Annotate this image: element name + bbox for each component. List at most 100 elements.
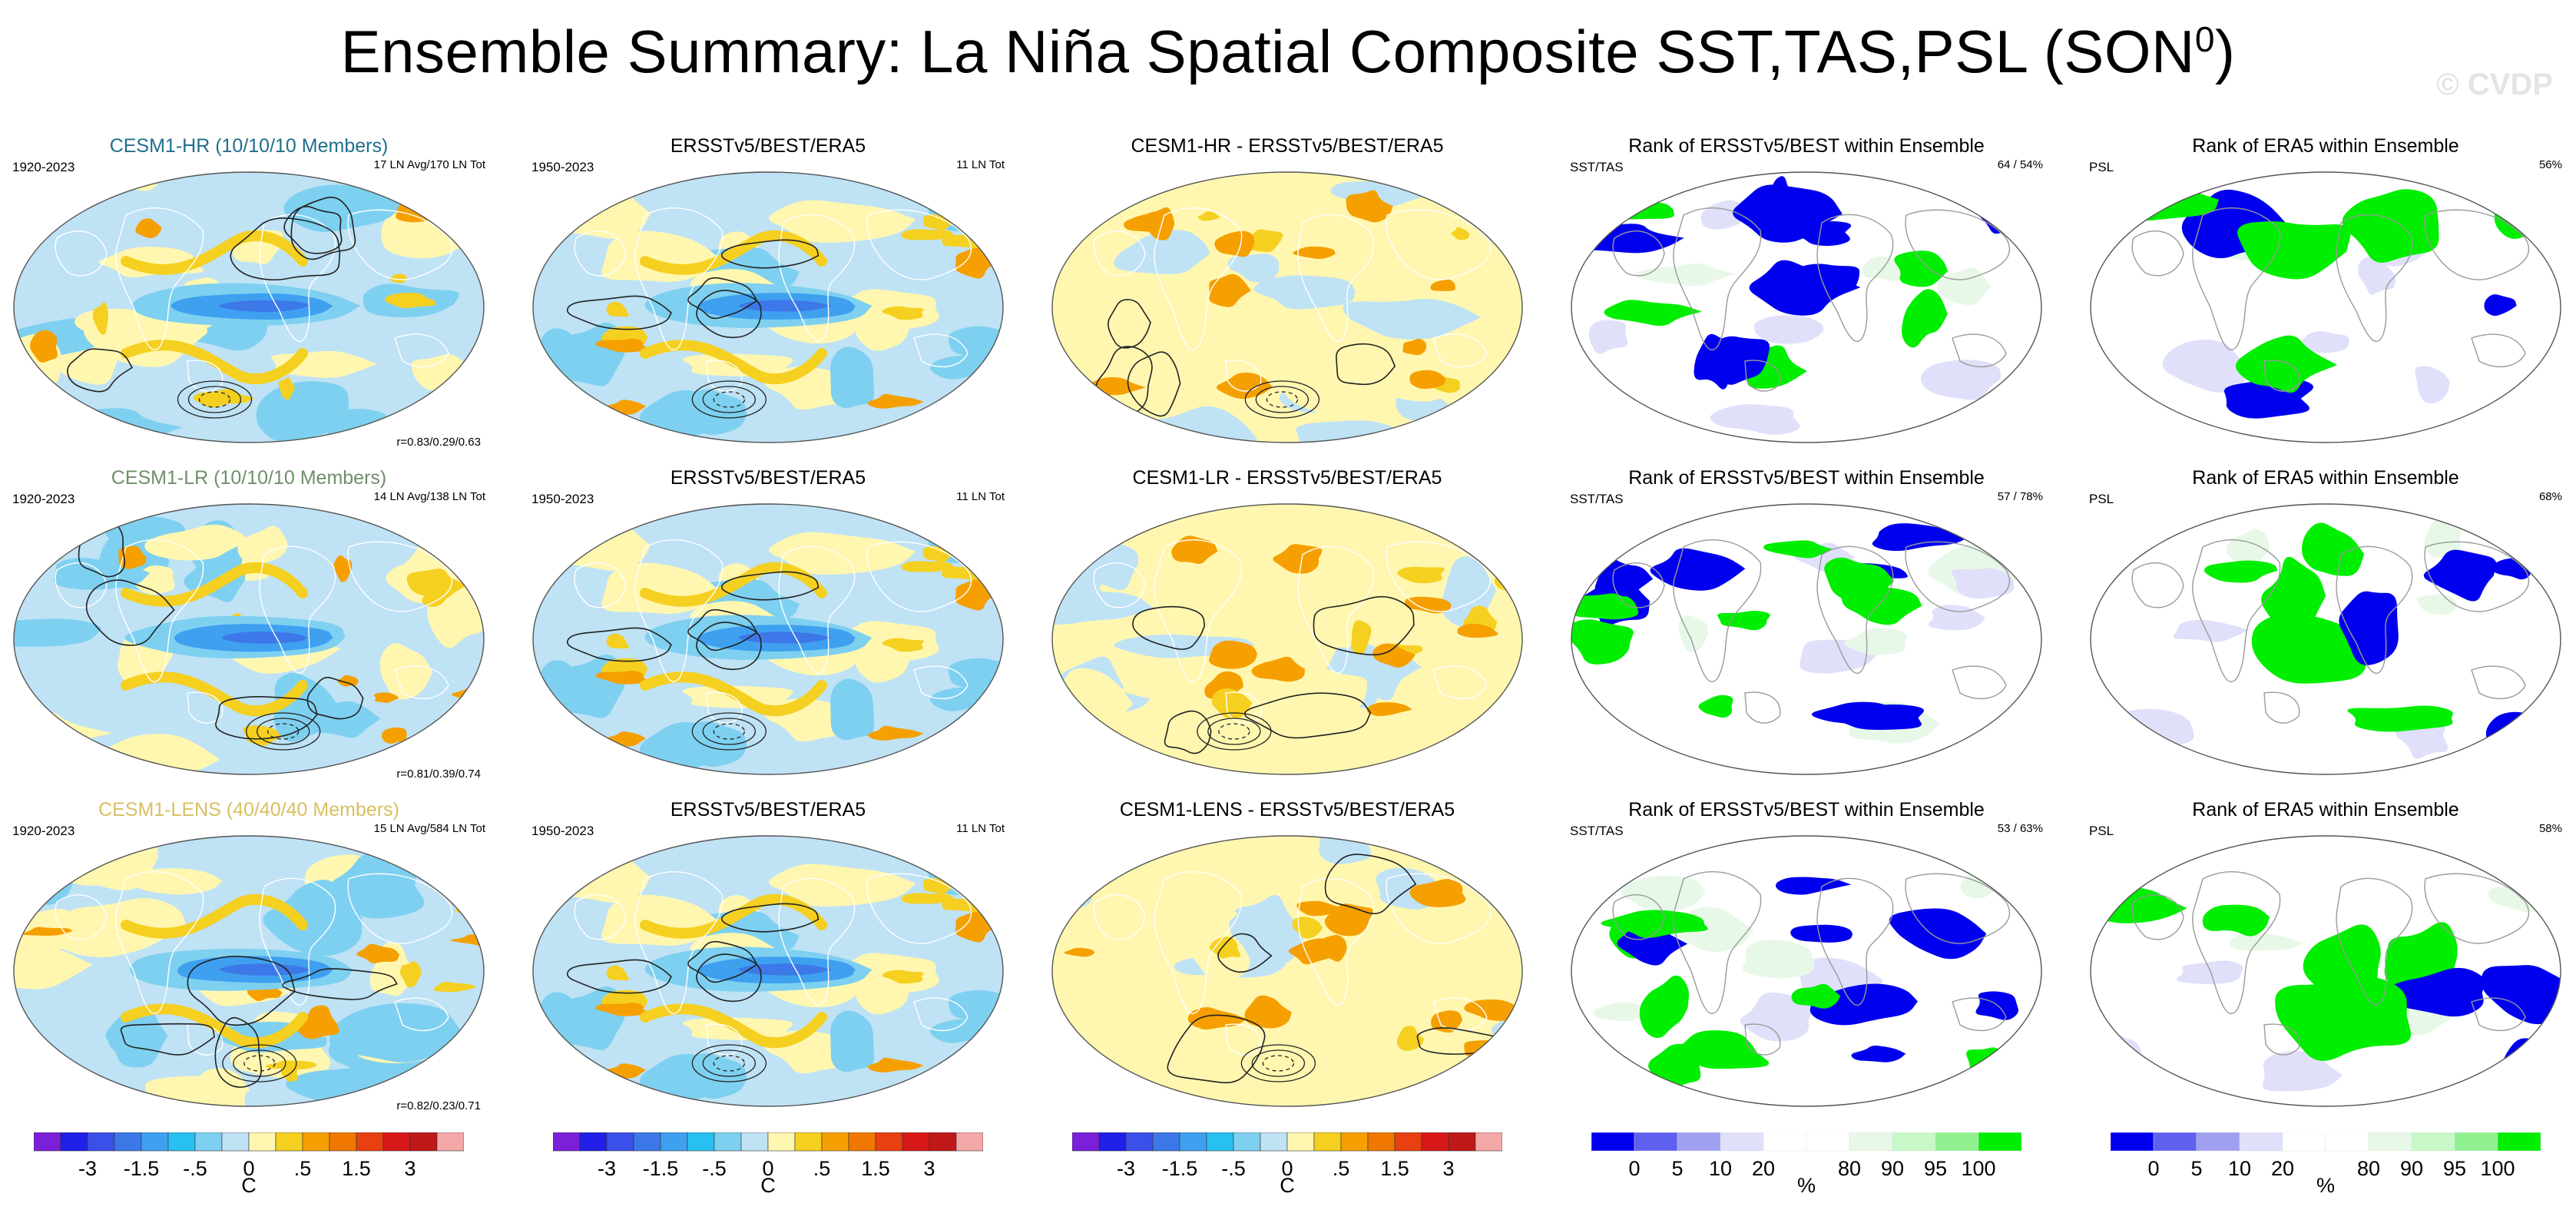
rank-low-patch — [1749, 260, 1861, 316]
colorbar-swatch — [902, 1132, 930, 1152]
rank-high-patch — [1763, 540, 1833, 559]
map-container — [530, 501, 1006, 777]
sst-anomaly-map — [532, 171, 1004, 443]
period-label: 1950-2023 — [531, 824, 594, 838]
coastline — [1154, 539, 1243, 683]
colorbar-swatch — [794, 1132, 823, 1152]
anomaly-patch — [1170, 894, 1238, 933]
colorbar-tick-label: -3 — [598, 1157, 616, 1180]
rank-colorbar-2: 0 5 10 20 80 90 95 100% — [2111, 1132, 2541, 1194]
warm-patch — [278, 377, 296, 400]
anomaly-patch — [1052, 847, 1084, 903]
colorbar-unit: C — [241, 1174, 257, 1194]
colorbar-swatch — [929, 1132, 957, 1152]
colorbar-swatch — [714, 1132, 742, 1152]
colorbar-swatch — [1260, 1132, 1288, 1152]
warm-patch — [1081, 864, 1107, 880]
colorbar-swatch — [875, 1132, 903, 1152]
psl-contour — [696, 622, 762, 671]
rank-low-patch — [1594, 558, 1654, 597]
rank-map — [2090, 171, 2561, 443]
coastline — [778, 877, 856, 1006]
coastline — [2263, 691, 2300, 724]
colorbar-svg: 0 5 10 20 80 90 95 100% — [2111, 1132, 2541, 1194]
colorbar-swatch — [2454, 1132, 2498, 1152]
rank-light-patch — [2303, 330, 2349, 353]
rank-map — [2090, 835, 2561, 1107]
coastline — [1744, 1023, 1781, 1056]
warm-patch — [135, 218, 162, 239]
rank-percent-label: 58% — [2538, 822, 2562, 835]
map-field — [2091, 504, 2561, 774]
anomaly-patch — [1458, 950, 1508, 1003]
anomaly-patch — [1283, 357, 1349, 415]
map-field — [1052, 836, 1522, 1106]
coastline — [778, 214, 856, 342]
coastline — [394, 665, 449, 700]
colorbar-swatch — [60, 1132, 88, 1152]
warm-patch — [243, 724, 282, 746]
coastline — [1744, 691, 1781, 724]
panel-diff-row3: CESM1-LENS - ERSSTv5/BEST/ERA5 — [1049, 799, 1525, 1116]
warm-arm-north — [121, 562, 308, 607]
colorbar-swatch — [2111, 1132, 2154, 1152]
colorbar-swatch — [329, 1132, 357, 1152]
rank-low-patch — [1792, 264, 1860, 293]
diff-warm-patch — [1244, 995, 1292, 1029]
warm-patch — [118, 545, 147, 569]
warm-patch — [882, 970, 924, 984]
difference-map — [1051, 171, 1523, 443]
panel-title: Rank of ERA5 within Ensemble — [2192, 135, 2459, 157]
warm-patch — [1197, 211, 1220, 221]
panel-title: Rank of ERSSTv5/BEST within Ensemble — [1628, 135, 1985, 157]
panel-model-row1: CESM1-HR (10/10/10 Members) 1920-2023 17… — [11, 135, 487, 452]
coastline — [866, 209, 972, 280]
rank-light-patch — [2173, 619, 2249, 642]
coastline — [2471, 997, 2526, 1032]
coastline — [2131, 230, 2184, 277]
warm-patch — [882, 306, 924, 320]
colorbar-tick-label: 100 — [1961, 1157, 1995, 1180]
psl-contour — [85, 579, 175, 646]
colorbar-swatch — [2325, 1132, 2369, 1152]
psl-contour — [283, 206, 343, 254]
anomaly-patch — [14, 618, 101, 647]
warm-patch — [14, 223, 25, 244]
warm-patch — [595, 671, 647, 685]
anomaly-patch — [1052, 590, 1154, 625]
southern-low-contour — [691, 1044, 767, 1082]
coastline — [634, 207, 723, 351]
colorbar-swatch — [436, 1132, 464, 1152]
warm-patch — [595, 1003, 647, 1016]
anomaly-patch — [769, 864, 916, 907]
coastline — [347, 873, 453, 944]
rank-high-patch — [1604, 300, 1702, 327]
warm-patch — [1402, 339, 1427, 356]
panel-title: ERSSTv5/BEST/ERA5 — [670, 799, 866, 821]
rank-high-patch — [2102, 180, 2219, 221]
coastline — [1386, 541, 1492, 612]
rank-low-patch — [1790, 924, 1853, 943]
title-close: ) — [2214, 18, 2236, 85]
rank-light-patch — [2424, 519, 2462, 559]
anomaly-patch — [1052, 504, 1099, 542]
rank-light-patch — [1742, 939, 1815, 979]
coastline — [1673, 871, 1762, 1015]
colorbar-swatch — [1448, 1132, 1476, 1152]
psl-contour — [1164, 710, 1212, 754]
coastline — [1612, 230, 1665, 277]
diff-warm-patch — [1296, 900, 1344, 917]
coastline — [1816, 877, 1894, 1006]
psl-contour — [230, 217, 341, 281]
map-container — [1568, 169, 2045, 446]
warm-patch — [1405, 596, 1452, 614]
anomaly-patch — [680, 721, 747, 767]
warm-patch — [406, 569, 469, 600]
colorbar-tick-label: -3 — [1117, 1157, 1135, 1180]
rank-low-patch — [1975, 991, 2018, 1020]
warm-patch — [868, 1057, 924, 1072]
coastline — [259, 545, 336, 674]
coastline — [866, 541, 972, 612]
colorbar-tick-label: 0 — [2147, 1157, 2159, 1180]
colorbar-tick-label: -.5 — [702, 1157, 727, 1180]
